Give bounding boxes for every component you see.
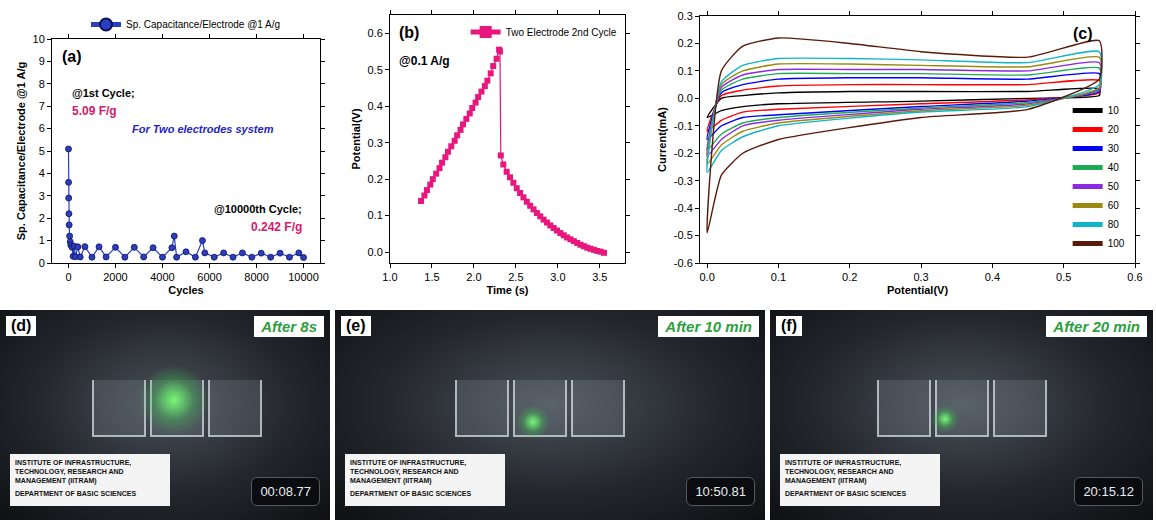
svg-text:60: 60	[1108, 200, 1120, 211]
svg-text:0.3: 0.3	[368, 137, 383, 149]
html-text:After 10 min: After 10 min	[665, 318, 752, 335]
svg-text:Sp. Capacitance/Electrode @1 A: Sp. Capacitance/Electrode @1 A/g	[15, 62, 27, 240]
svg-text:40: 40	[1108, 162, 1120, 173]
html-text:INSTITUTE OF INFRASTRUCTURE, T: INSTITUTE OF INFRASTRUCTURE, TECHNOLOGY,…	[350, 459, 467, 484]
svg-text:0.5: 0.5	[368, 64, 383, 76]
svg-text:@10000th Cycle;: @10000th Cycle;	[214, 203, 302, 215]
svg-text:5: 5	[39, 145, 45, 157]
svg-text:20: 20	[1108, 124, 1120, 135]
html-text:After 8s: After 8s	[261, 318, 317, 335]
svg-text:1.5: 1.5	[424, 271, 439, 283]
svg-text:3: 3	[39, 190, 45, 202]
svg-text:100: 100	[1108, 238, 1125, 249]
svg-text:9: 9	[39, 55, 45, 67]
svg-text:6: 6	[39, 122, 45, 134]
svg-text:-0.1: -0.1	[674, 120, 693, 132]
svg-text:0.2: 0.2	[842, 271, 857, 283]
svg-text:7: 7	[39, 100, 45, 112]
svg-text:0.1: 0.1	[678, 65, 693, 77]
svg-text:5.09 F/g: 5.09 F/g	[72, 104, 117, 118]
svg-text:0.4: 0.4	[368, 100, 383, 112]
svg-text:0.0: 0.0	[699, 271, 714, 283]
svg-text:(a): (a)	[62, 48, 82, 65]
html-text:00:08.77: 00:08.77	[260, 484, 311, 499]
svg-text:0.4: 0.4	[985, 271, 1000, 283]
svg-text:2: 2	[39, 212, 45, 224]
svg-text:Two Electrode 2nd Cycle: Two Electrode 2nd Cycle	[506, 27, 617, 38]
html-text:INSTITUTE OF INFRASTRUCTURE, T: INSTITUTE OF INFRASTRUCTURE, TECHNOLOGY,…	[15, 459, 132, 484]
svg-text:10: 10	[1108, 105, 1120, 116]
svg-text:-0.4: -0.4	[674, 202, 693, 214]
svg-text:0.1: 0.1	[771, 271, 786, 283]
svg-text:@1st Cycle;: @1st Cycle;	[72, 87, 135, 99]
svg-text:Potential(V): Potential(V)	[350, 108, 362, 169]
html-text:10:50.81: 10:50.81	[695, 484, 746, 499]
svg-text:3.0: 3.0	[550, 271, 565, 283]
html-text:(d): (d)	[11, 317, 32, 334]
svg-text:0.3: 0.3	[913, 271, 928, 283]
svg-text:10000: 10000	[288, 271, 319, 283]
svg-text:-0.3: -0.3	[674, 175, 693, 187]
svg-text:0.1: 0.1	[368, 209, 383, 221]
svg-text:(c): (c)	[1073, 25, 1093, 42]
svg-text:8000: 8000	[244, 271, 268, 283]
svg-text:4000: 4000	[150, 271, 174, 283]
svg-text:1.0: 1.0	[382, 271, 397, 283]
svg-text:0.3: 0.3	[678, 10, 693, 22]
html-text:INSTITUTE OF INFRASTRUCTURE, T: INSTITUTE OF INFRASTRUCTURE, TECHNOLOGY,…	[785, 459, 902, 484]
svg-text:For Two electrodes system: For Two electrodes system	[132, 123, 274, 135]
svg-text:0.2: 0.2	[368, 173, 383, 185]
html-text:DEPARTMENT OF BASIC SCIENCES: DEPARTMENT OF BASIC SCIENCES	[785, 490, 907, 497]
svg-text:Potential(V): Potential(V)	[887, 284, 948, 296]
svg-text:0.0: 0.0	[678, 92, 693, 104]
html-text:DEPARTMENT OF BASIC SCIENCES: DEPARTMENT OF BASIC SCIENCES	[15, 490, 137, 497]
html-text:20:15.12: 20:15.12	[1083, 484, 1134, 499]
svg-text:0.5: 0.5	[1056, 271, 1071, 283]
svg-text:0: 0	[39, 257, 45, 269]
html-text:(f): (f)	[781, 317, 797, 334]
html-text:DEPARTMENT OF BASIC SCIENCES: DEPARTMENT OF BASIC SCIENCES	[350, 490, 472, 497]
svg-text:4: 4	[39, 167, 45, 179]
svg-text:Time (s): Time (s)	[487, 284, 529, 296]
svg-text:0.6: 0.6	[1127, 271, 1142, 283]
svg-text:2.5: 2.5	[508, 271, 523, 283]
svg-text:10: 10	[33, 33, 45, 45]
svg-text:Cycles: Cycles	[168, 284, 203, 296]
html-text:After 20 min: After 20 min	[1053, 318, 1140, 335]
svg-text:-0.5: -0.5	[674, 229, 693, 241]
html-text:(e): (e)	[346, 317, 366, 334]
svg-text:0.242 F/g: 0.242 F/g	[251, 220, 302, 234]
svg-text:-0.6: -0.6	[674, 257, 693, 269]
svg-text:3.5: 3.5	[592, 271, 607, 283]
svg-text:6000: 6000	[197, 271, 221, 283]
svg-text:1: 1	[39, 234, 45, 246]
svg-text:80: 80	[1108, 219, 1120, 230]
svg-text:@0.1 A/g: @0.1 A/g	[399, 54, 450, 68]
svg-text:2000: 2000	[103, 271, 127, 283]
svg-text:0: 0	[65, 271, 71, 283]
svg-text:8: 8	[39, 78, 45, 90]
svg-text:Current(mA): Current(mA)	[656, 107, 668, 172]
svg-text:0.2: 0.2	[678, 37, 693, 49]
svg-text:50: 50	[1108, 181, 1120, 192]
svg-text:0.0: 0.0	[368, 246, 383, 258]
svg-text:0.6: 0.6	[368, 27, 383, 39]
svg-text:(b): (b)	[399, 24, 419, 41]
svg-text:30: 30	[1108, 143, 1120, 154]
svg-text:Sp. Capacitance/Electrode @1 A: Sp. Capacitance/Electrode @1 A/g	[126, 19, 280, 30]
svg-text:-0.2: -0.2	[674, 147, 693, 159]
svg-text:2.0: 2.0	[466, 271, 481, 283]
